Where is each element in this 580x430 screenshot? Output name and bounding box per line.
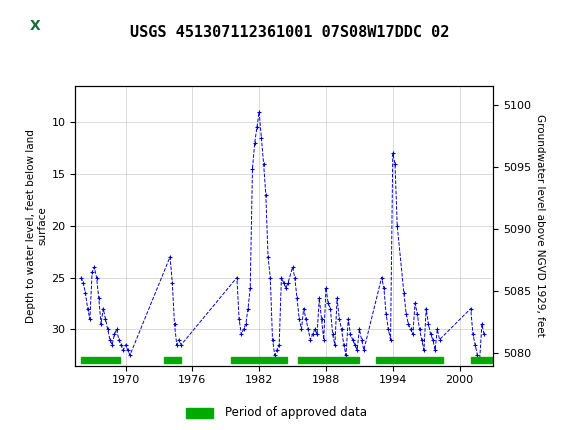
Bar <box>186 408 213 418</box>
Bar <box>471 357 493 363</box>
Y-axis label: Depth to water level, feet below land
surface: Depth to water level, feet below land su… <box>26 129 48 322</box>
Text: X: X <box>30 19 40 33</box>
Bar <box>81 357 120 363</box>
FancyBboxPatch shape <box>6 8 64 44</box>
Text: USGS 451307112361001 07S08W17DDC 02: USGS 451307112361001 07S08W17DDC 02 <box>130 25 450 40</box>
Bar <box>376 357 443 363</box>
Y-axis label: Groundwater level above NGVD 1929, feet: Groundwater level above NGVD 1929, feet <box>535 114 545 337</box>
Text: USGS: USGS <box>81 18 128 33</box>
Bar <box>298 357 360 363</box>
Bar <box>165 357 181 363</box>
Text: Period of approved data: Period of approved data <box>225 406 367 419</box>
Bar <box>231 357 287 363</box>
